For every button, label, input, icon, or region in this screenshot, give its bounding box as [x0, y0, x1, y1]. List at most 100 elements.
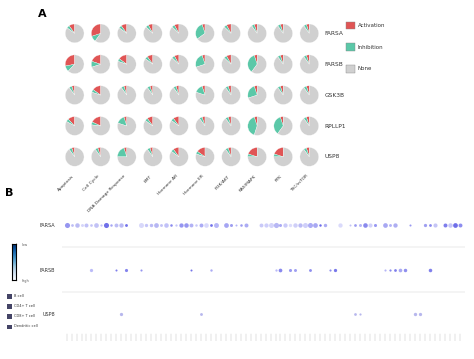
Wedge shape — [65, 148, 84, 166]
Wedge shape — [147, 148, 153, 157]
Point — [122, 267, 130, 272]
Wedge shape — [197, 148, 205, 157]
Wedge shape — [252, 55, 266, 74]
Wedge shape — [202, 86, 205, 95]
Wedge shape — [222, 148, 240, 166]
Point — [396, 267, 404, 272]
Wedge shape — [228, 148, 231, 157]
Wedge shape — [174, 55, 179, 64]
Point — [391, 222, 399, 228]
Wedge shape — [66, 119, 75, 126]
Point — [327, 267, 334, 272]
Point — [162, 222, 170, 228]
Point — [237, 222, 245, 228]
Point — [272, 267, 279, 272]
Text: TSC/mTOR: TSC/mTOR — [290, 174, 309, 193]
Wedge shape — [280, 55, 283, 64]
Point — [351, 222, 359, 228]
Point — [142, 222, 150, 228]
Point — [202, 222, 210, 228]
Wedge shape — [118, 117, 136, 135]
Wedge shape — [300, 55, 319, 74]
Point — [292, 267, 299, 272]
Point — [337, 222, 344, 228]
Wedge shape — [248, 86, 257, 98]
Point — [78, 222, 85, 228]
Point — [317, 222, 324, 228]
Wedge shape — [196, 86, 205, 95]
Wedge shape — [176, 86, 179, 95]
Point — [232, 222, 239, 228]
Wedge shape — [226, 117, 231, 126]
Wedge shape — [68, 117, 75, 126]
Wedge shape — [65, 64, 75, 71]
Wedge shape — [124, 86, 127, 95]
Wedge shape — [118, 59, 127, 64]
Wedge shape — [69, 86, 75, 95]
Wedge shape — [65, 24, 84, 43]
Text: Hormone AR: Hormone AR — [157, 174, 179, 196]
Point — [137, 267, 145, 272]
Point — [197, 222, 205, 228]
Wedge shape — [202, 24, 205, 33]
Point — [108, 222, 115, 228]
Wedge shape — [91, 148, 110, 166]
Point — [177, 222, 185, 228]
Wedge shape — [118, 24, 136, 43]
Text: Inhibition: Inhibition — [358, 45, 383, 50]
Wedge shape — [118, 86, 136, 104]
Point — [307, 222, 314, 228]
Point — [272, 222, 279, 228]
Wedge shape — [202, 117, 205, 126]
Wedge shape — [200, 117, 205, 126]
Wedge shape — [274, 148, 292, 166]
Wedge shape — [146, 25, 153, 33]
Wedge shape — [72, 86, 75, 95]
Point — [426, 222, 434, 228]
Point — [267, 222, 274, 228]
Wedge shape — [196, 117, 214, 135]
Wedge shape — [304, 24, 309, 33]
Wedge shape — [170, 117, 188, 135]
Wedge shape — [274, 117, 283, 134]
Wedge shape — [248, 117, 257, 135]
Wedge shape — [304, 86, 309, 95]
Point — [456, 222, 464, 228]
Wedge shape — [92, 90, 100, 95]
Point — [406, 222, 414, 228]
Wedge shape — [274, 24, 292, 43]
Point — [197, 311, 205, 317]
Wedge shape — [124, 148, 127, 157]
Wedge shape — [224, 56, 231, 64]
Wedge shape — [118, 148, 127, 157]
Point — [361, 222, 369, 228]
Wedge shape — [124, 117, 127, 126]
Point — [277, 267, 284, 272]
Wedge shape — [306, 117, 309, 126]
Text: FARSB: FARSB — [325, 62, 344, 67]
Wedge shape — [300, 86, 319, 104]
Wedge shape — [254, 55, 257, 64]
Wedge shape — [222, 117, 240, 135]
Point — [207, 222, 215, 228]
Point — [92, 222, 100, 228]
Point — [207, 267, 215, 272]
Point — [157, 222, 165, 228]
Wedge shape — [202, 55, 205, 64]
Wedge shape — [170, 148, 188, 166]
Wedge shape — [98, 148, 100, 157]
Wedge shape — [304, 55, 309, 64]
Wedge shape — [172, 56, 179, 64]
Wedge shape — [196, 151, 205, 157]
Point — [441, 222, 448, 228]
Point — [88, 267, 95, 272]
Wedge shape — [222, 86, 240, 104]
Point — [311, 222, 319, 228]
Point — [137, 222, 145, 228]
Wedge shape — [173, 117, 179, 126]
Wedge shape — [65, 55, 75, 66]
Point — [446, 222, 454, 228]
Text: A: A — [38, 9, 46, 19]
Wedge shape — [95, 24, 110, 43]
Point — [431, 222, 438, 228]
